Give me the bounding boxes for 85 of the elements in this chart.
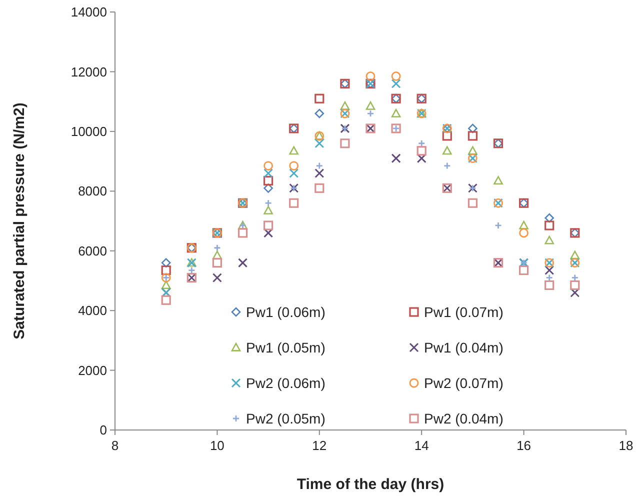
x-tick-label: 18 [618, 438, 634, 453]
x-tick-label: 10 [210, 438, 224, 453]
point [546, 274, 554, 282]
point [264, 184, 273, 193]
point [468, 198, 478, 208]
point [264, 161, 273, 170]
point [366, 71, 376, 81]
point [494, 222, 502, 230]
point [570, 280, 580, 290]
point [316, 162, 324, 170]
point [391, 78, 401, 88]
point [544, 236, 554, 244]
point [289, 146, 298, 155]
y-tick-label: 10000 [70, 124, 107, 139]
point [289, 198, 299, 208]
point [571, 274, 579, 282]
y-tick-label: 0 [100, 422, 107, 438]
point [238, 228, 248, 238]
legend-label: Pw1 (0.06m) [246, 304, 326, 320]
point [214, 244, 221, 252]
legend-label: Pw2 (0.07m) [424, 374, 504, 391]
point [161, 265, 171, 276]
y-tick-label: 14000 [70, 4, 107, 20]
point [161, 295, 171, 305]
point [289, 161, 299, 170]
point [264, 176, 274, 186]
x-tick-label: 16 [516, 438, 532, 453]
point [264, 199, 272, 207]
legend-label: Pw1 (0.04m) [424, 339, 504, 356]
point [544, 220, 554, 230]
point [391, 154, 401, 164]
point [391, 108, 401, 118]
legend-label: Pw1 (0.05m) [246, 339, 326, 356]
point [416, 146, 426, 156]
point [161, 258, 171, 268]
y-tick-label: 6000 [78, 243, 107, 258]
point [570, 250, 580, 260]
point [264, 168, 274, 178]
point [442, 131, 452, 141]
point [212, 258, 222, 268]
point [391, 71, 401, 81]
point [494, 176, 503, 185]
point [544, 280, 554, 290]
point [289, 168, 299, 178]
y-tick-label: 4000 [78, 303, 107, 318]
point [468, 131, 478, 141]
point [570, 288, 580, 298]
point [544, 213, 554, 223]
point [443, 162, 451, 170]
x-tick-label: 8 [111, 438, 119, 453]
point [314, 108, 324, 118]
point [519, 220, 528, 230]
point [468, 146, 478, 155]
point [314, 183, 324, 193]
point [519, 228, 528, 238]
point [416, 154, 426, 164]
point [161, 280, 171, 290]
point [366, 110, 374, 118]
legend-label: Pw2 (0.06m) [246, 374, 326, 391]
point [314, 168, 324, 178]
point [442, 146, 452, 155]
x-axis-title: Time of the day (hrs) [296, 476, 444, 493]
point [366, 101, 376, 110]
point [468, 124, 478, 134]
point [418, 140, 426, 148]
y-tick-label: 8000 [78, 184, 107, 199]
point [519, 265, 529, 276]
point [544, 266, 554, 276]
point [340, 138, 350, 148]
point [212, 272, 222, 282]
y-tick-label: 2000 [78, 362, 107, 378]
x-tick-label: 14 [414, 438, 429, 453]
point [188, 266, 196, 274]
legend-label: Pw2 (0.04m) [424, 410, 504, 426]
y-axis-title: Saturated partial pressure (N/m2) [11, 102, 28, 340]
y-tick-label: 12000 [70, 64, 107, 80]
legend-label: Pw2 (0.05m) [246, 410, 326, 426]
point [314, 138, 324, 148]
point [238, 258, 248, 268]
point [264, 206, 273, 214]
point [340, 101, 350, 110]
point [314, 94, 324, 104]
legend-label: Pw1 (0.07m) [424, 304, 504, 320]
point [264, 220, 274, 230]
x-tick-label: 12 [312, 438, 327, 453]
